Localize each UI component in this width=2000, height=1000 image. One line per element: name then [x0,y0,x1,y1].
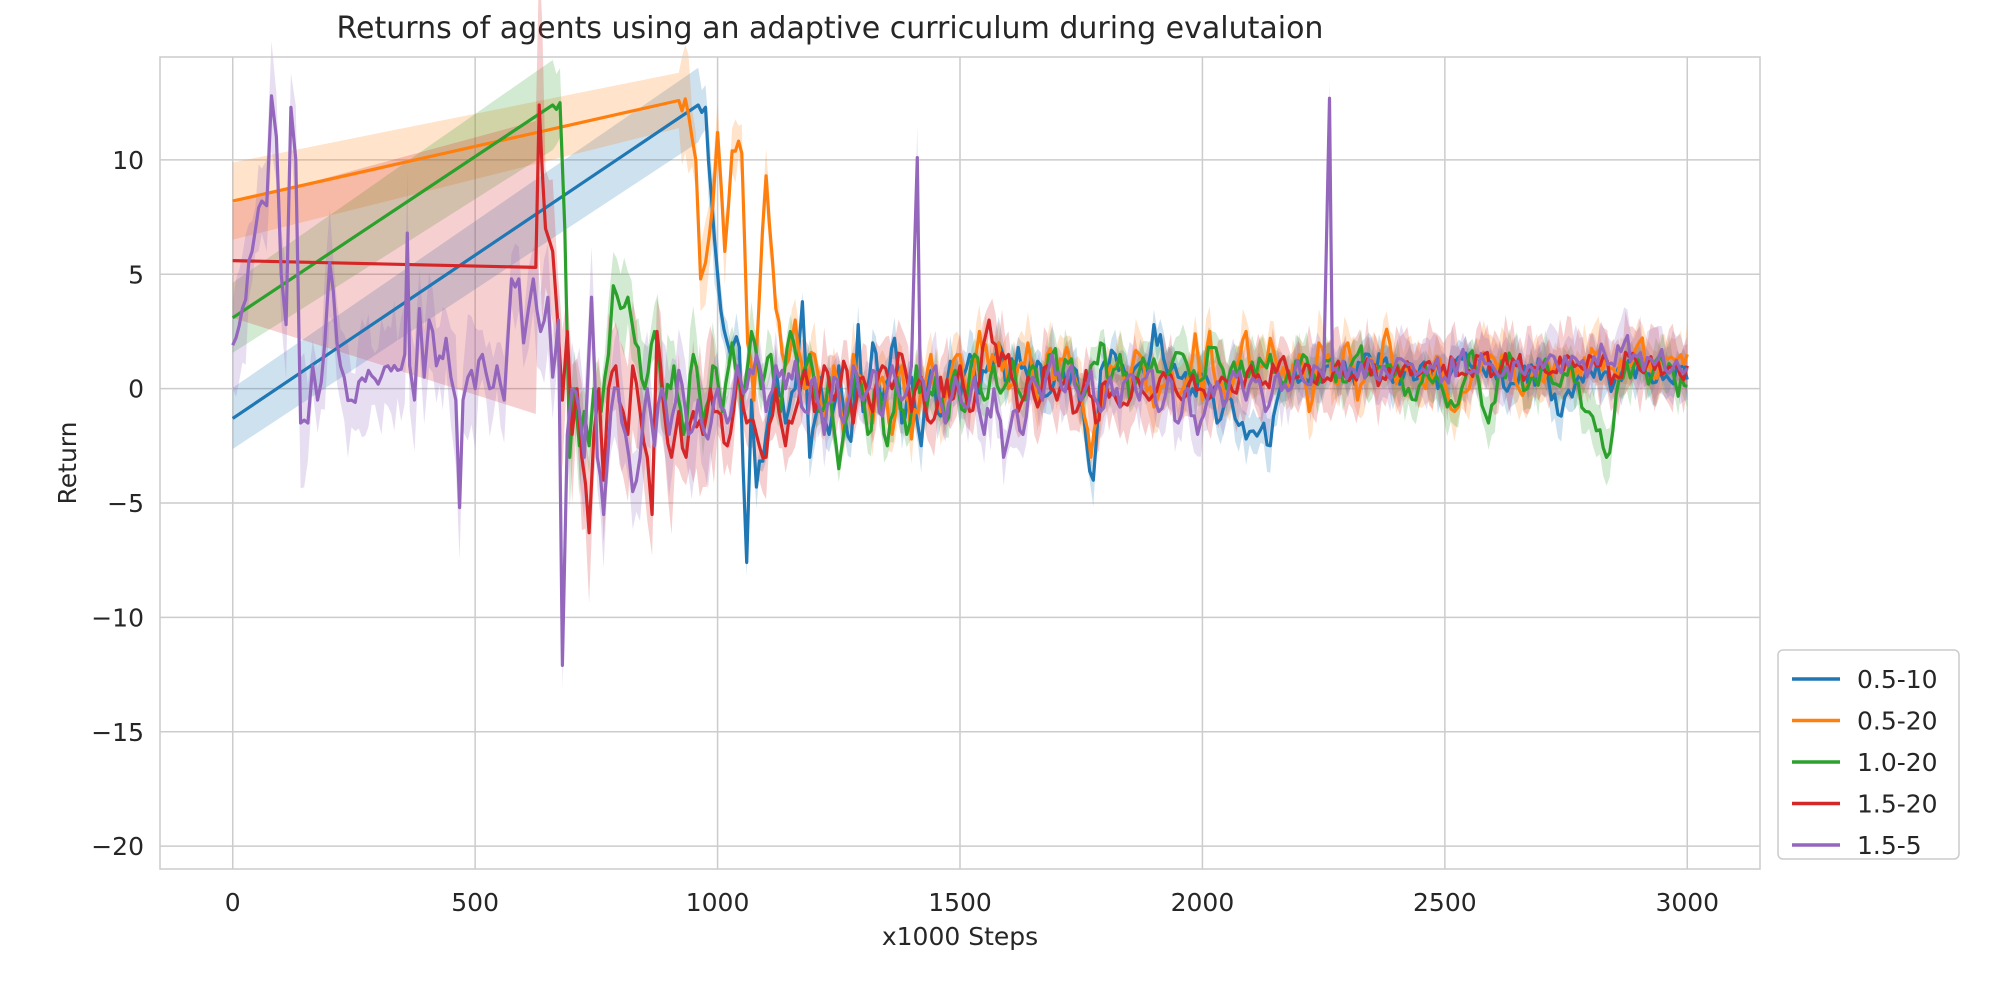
series-line-1.0-20 [231,101,1688,471]
band-0.5-10 [232,67,1688,577]
y-tick-label: −10 [91,603,144,632]
y-axis-label: Return [53,422,82,505]
legend-label: 0.5-20 [1857,707,1938,736]
x-tick-label: 3000 [1655,888,1719,917]
chart-title: Returns of agents using an adaptive curr… [337,11,1324,46]
legend-label: 0.5-10 [1857,665,1938,694]
x-tick-label: 1000 [686,888,750,917]
series-line-0.5-10 [231,103,1689,565]
y-tick-label: −5 [107,489,144,518]
series-lines [231,94,1689,667]
x-tick-label: 2500 [1413,888,1477,917]
x-tick-label: 1500 [928,888,992,917]
legend-label: 1.5-5 [1857,831,1922,860]
legend-label: 1.5-20 [1857,790,1938,819]
legend: 0.5-10 0.5-20 1.0-20 1.5-20 1.5-5 [1777,649,1960,860]
series-line-1.5-5 [231,94,1689,667]
y-tick-label: −15 [91,718,144,747]
band-1.5-20 [232,0,1688,604]
x-tick-label: 500 [451,888,499,917]
y-tick-label: 10 [112,146,144,175]
y-tick-label: −20 [91,832,144,861]
grid [160,57,1760,869]
x-tick-label: 2000 [1171,888,1235,917]
legend-box [1777,649,1960,860]
legend-label: 1.0-20 [1857,748,1938,777]
tick-labels: 0 500 1000 1500 2000 2500 3000 −20 −15 −10 −5 0 5 10 [91,146,1719,917]
x-axis-label: x1000 Steps [882,922,1038,951]
y-tick-label: 0 [128,375,144,404]
y-tick-label: 5 [128,260,144,289]
plot-frame [159,56,1761,870]
x-tick-label: 0 [225,888,241,917]
